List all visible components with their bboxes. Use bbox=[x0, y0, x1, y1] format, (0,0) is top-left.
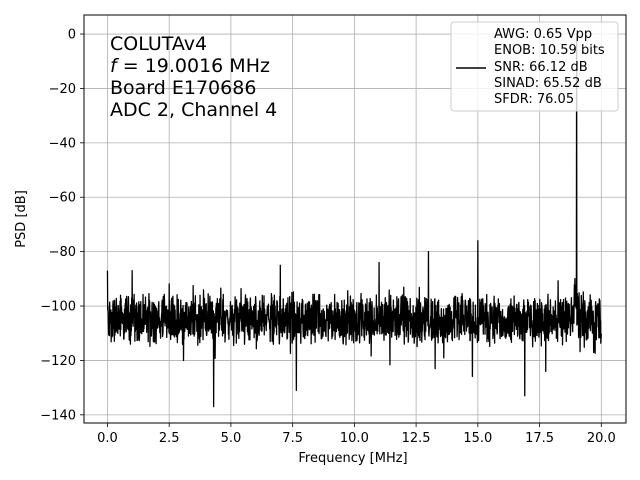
x-tick-label: 5.0 bbox=[221, 431, 242, 446]
y-tick-label: −40 bbox=[49, 136, 76, 151]
legend-entry: SNR: 66.12 dB bbox=[494, 60, 588, 75]
x-tick-label: 10.0 bbox=[340, 431, 369, 446]
x-axis-label: Frequency [MHz] bbox=[298, 451, 407, 466]
x-tick-label: 20.0 bbox=[587, 431, 616, 446]
annotation-block: COLUTAv4 f = 19.0016 MHz Board E170686 A… bbox=[110, 33, 277, 121]
annotation-board: Board E170686 bbox=[110, 77, 256, 99]
psd-series-line bbox=[106, 33, 602, 408]
legend-entry: SFDR: 76.05 bbox=[494, 92, 574, 107]
legend: AWG: 0.65 Vpp ENOB: 10.59 bits SNR: 66.1… bbox=[450, 21, 619, 112]
x-tick-label: 0.0 bbox=[97, 431, 118, 446]
x-tick-label: 15.0 bbox=[463, 431, 492, 446]
y-tick-label: −100 bbox=[40, 300, 76, 315]
y-tick-label: −80 bbox=[49, 245, 76, 260]
annotation-frequency-value: = 19.0016 MHz bbox=[117, 55, 270, 77]
x-tick-label: 12.5 bbox=[402, 431, 431, 446]
x-axis-ticks: 0.0 2.5 5.0 7.5 10.0 12.5 15.0 17.5 20.0 bbox=[97, 423, 616, 446]
x-tick-label: 7.5 bbox=[282, 431, 303, 446]
annotation-channel: ADC 2, Channel 4 bbox=[110, 99, 277, 121]
annotation-frequency-symbol: f bbox=[110, 55, 120, 77]
legend-entry: AWG: 0.65 Vpp bbox=[494, 27, 592, 42]
y-axis-ticks: 0 −20 −40 −60 −80 −100 −120 −140 bbox=[40, 28, 84, 423]
annotation-chip-name: COLUTAv4 bbox=[110, 33, 207, 55]
x-tick-label: 17.5 bbox=[525, 431, 554, 446]
legend-entry: ENOB: 10.59 bits bbox=[494, 43, 605, 58]
annotation-frequency: f = 19.0016 MHz bbox=[110, 55, 270, 77]
x-tick-label: 2.5 bbox=[159, 431, 180, 446]
y-tick-label: −140 bbox=[40, 408, 76, 423]
y-tick-label: −120 bbox=[40, 354, 76, 369]
y-tick-label: 0 bbox=[68, 28, 76, 43]
psd-series bbox=[106, 33, 602, 408]
y-axis-label: PSD [dB] bbox=[14, 190, 29, 248]
legend-box bbox=[450, 21, 619, 112]
plot-frame bbox=[83, 14, 627, 424]
y-tick-label: −20 bbox=[49, 82, 76, 97]
legend-entry: SINAD: 65.52 dB bbox=[494, 76, 602, 91]
y-tick-label: −60 bbox=[49, 191, 76, 206]
